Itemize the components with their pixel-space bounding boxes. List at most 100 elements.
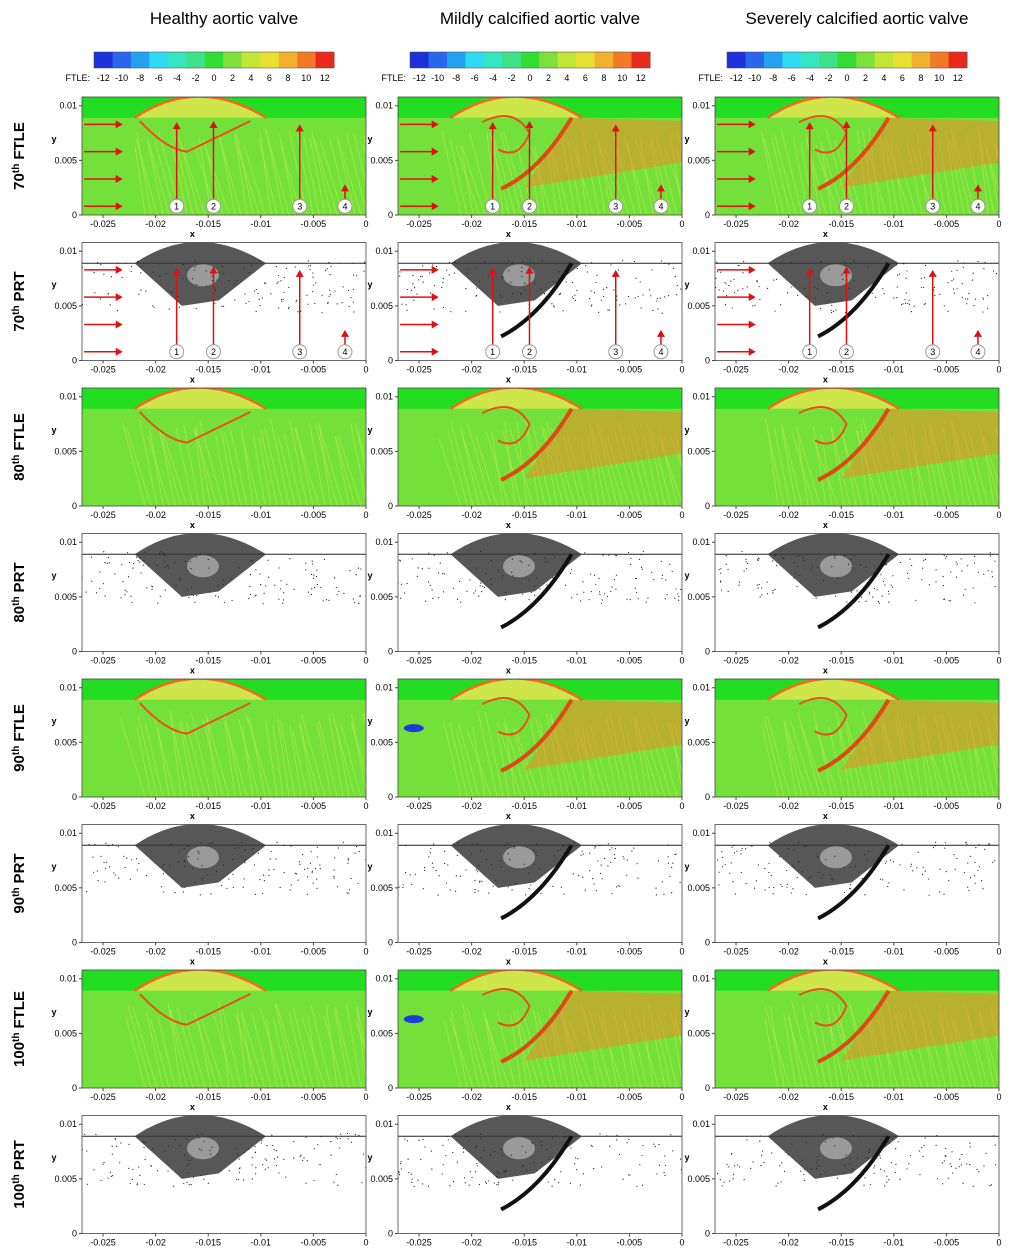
particle [184, 859, 186, 862]
y-tick-label: 0 [388, 356, 393, 366]
particle [359, 595, 361, 597]
particle [863, 854, 866, 856]
particle [254, 893, 256, 895]
streak [455, 729, 474, 797]
streak [240, 1009, 266, 1088]
leaflet [139, 120, 251, 153]
vortex-core [819, 846, 852, 869]
particle [336, 593, 338, 596]
particle [645, 601, 647, 603]
particle [295, 299, 298, 301]
particle [109, 304, 111, 306]
streak [447, 430, 468, 506]
particle [924, 303, 926, 305]
particle [857, 1157, 859, 1159]
particle [761, 587, 763, 589]
particle [320, 586, 322, 589]
streak [781, 423, 803, 506]
y-tick-label: 0 [72, 792, 77, 802]
streak [690, 1012, 713, 1088]
particle [449, 1185, 451, 1187]
particle [546, 1149, 548, 1151]
particle [311, 872, 313, 874]
y-tick-label: 0 [72, 356, 77, 366]
particle [569, 572, 572, 574]
x-tick-label: -0.015 [828, 656, 854, 666]
particle [675, 588, 677, 590]
particle [524, 894, 527, 896]
streak [310, 1005, 332, 1088]
particle [117, 846, 119, 848]
particle [350, 296, 352, 299]
arrow-head [748, 120, 756, 129]
particle [243, 1151, 245, 1154]
particle [725, 563, 727, 565]
streak [688, 423, 701, 506]
particle [805, 893, 807, 896]
panel [398, 533, 682, 652]
particle [898, 273, 900, 275]
particle [398, 886, 400, 888]
particle [950, 1165, 952, 1168]
marker-circle [521, 344, 537, 360]
particle [847, 563, 850, 565]
particle [147, 563, 150, 565]
streak [301, 1016, 326, 1088]
panel-frame [397, 387, 683, 507]
row-time: 70 [11, 173, 28, 190]
particle [641, 1154, 643, 1157]
leaflet [500, 407, 574, 482]
particle [864, 894, 866, 896]
particle [635, 277, 637, 279]
streak [336, 727, 350, 797]
particle [534, 553, 536, 555]
particle [552, 577, 554, 579]
particle [222, 584, 224, 586]
particle [962, 1182, 964, 1184]
vortex-core [819, 1137, 852, 1160]
streak [200, 1018, 224, 1088]
particle [145, 874, 147, 877]
particle [354, 852, 356, 854]
particle [913, 305, 915, 307]
particle [614, 848, 616, 850]
particle [500, 866, 502, 868]
particle [406, 582, 408, 585]
marker-circle [337, 198, 353, 214]
particle [958, 1166, 960, 1168]
particle [432, 264, 434, 266]
particle [210, 893, 212, 895]
particle [528, 872, 530, 874]
streak [789, 720, 815, 797]
particle [416, 575, 418, 577]
particle [547, 1181, 549, 1183]
particle [983, 1165, 985, 1167]
particle [922, 1155, 924, 1158]
streak [222, 1008, 242, 1088]
vortex-core [502, 846, 535, 869]
particle [817, 1164, 819, 1167]
row-suffix: th [11, 305, 22, 314]
particle [534, 594, 536, 596]
y-tick-label: 0 [72, 938, 77, 948]
particle [312, 577, 315, 580]
streak [695, 426, 707, 506]
x-tick-label: -0.025 [723, 219, 749, 229]
particle [801, 1159, 803, 1161]
colorbar-swatch [819, 52, 839, 68]
row-time: 100 [11, 1184, 28, 1209]
y-tick-label: 0 [72, 501, 77, 511]
particle [264, 1158, 266, 1160]
streak [184, 1014, 206, 1088]
particle [727, 590, 729, 592]
particle [745, 561, 747, 563]
particle [638, 558, 641, 560]
particle [988, 843, 990, 845]
particle [589, 573, 592, 575]
particle [411, 1181, 413, 1183]
particle [273, 1149, 275, 1151]
row-time: 90 [11, 755, 28, 772]
colorbar-tick: 0 [211, 73, 216, 83]
particle [454, 261, 456, 263]
particle [165, 273, 168, 275]
